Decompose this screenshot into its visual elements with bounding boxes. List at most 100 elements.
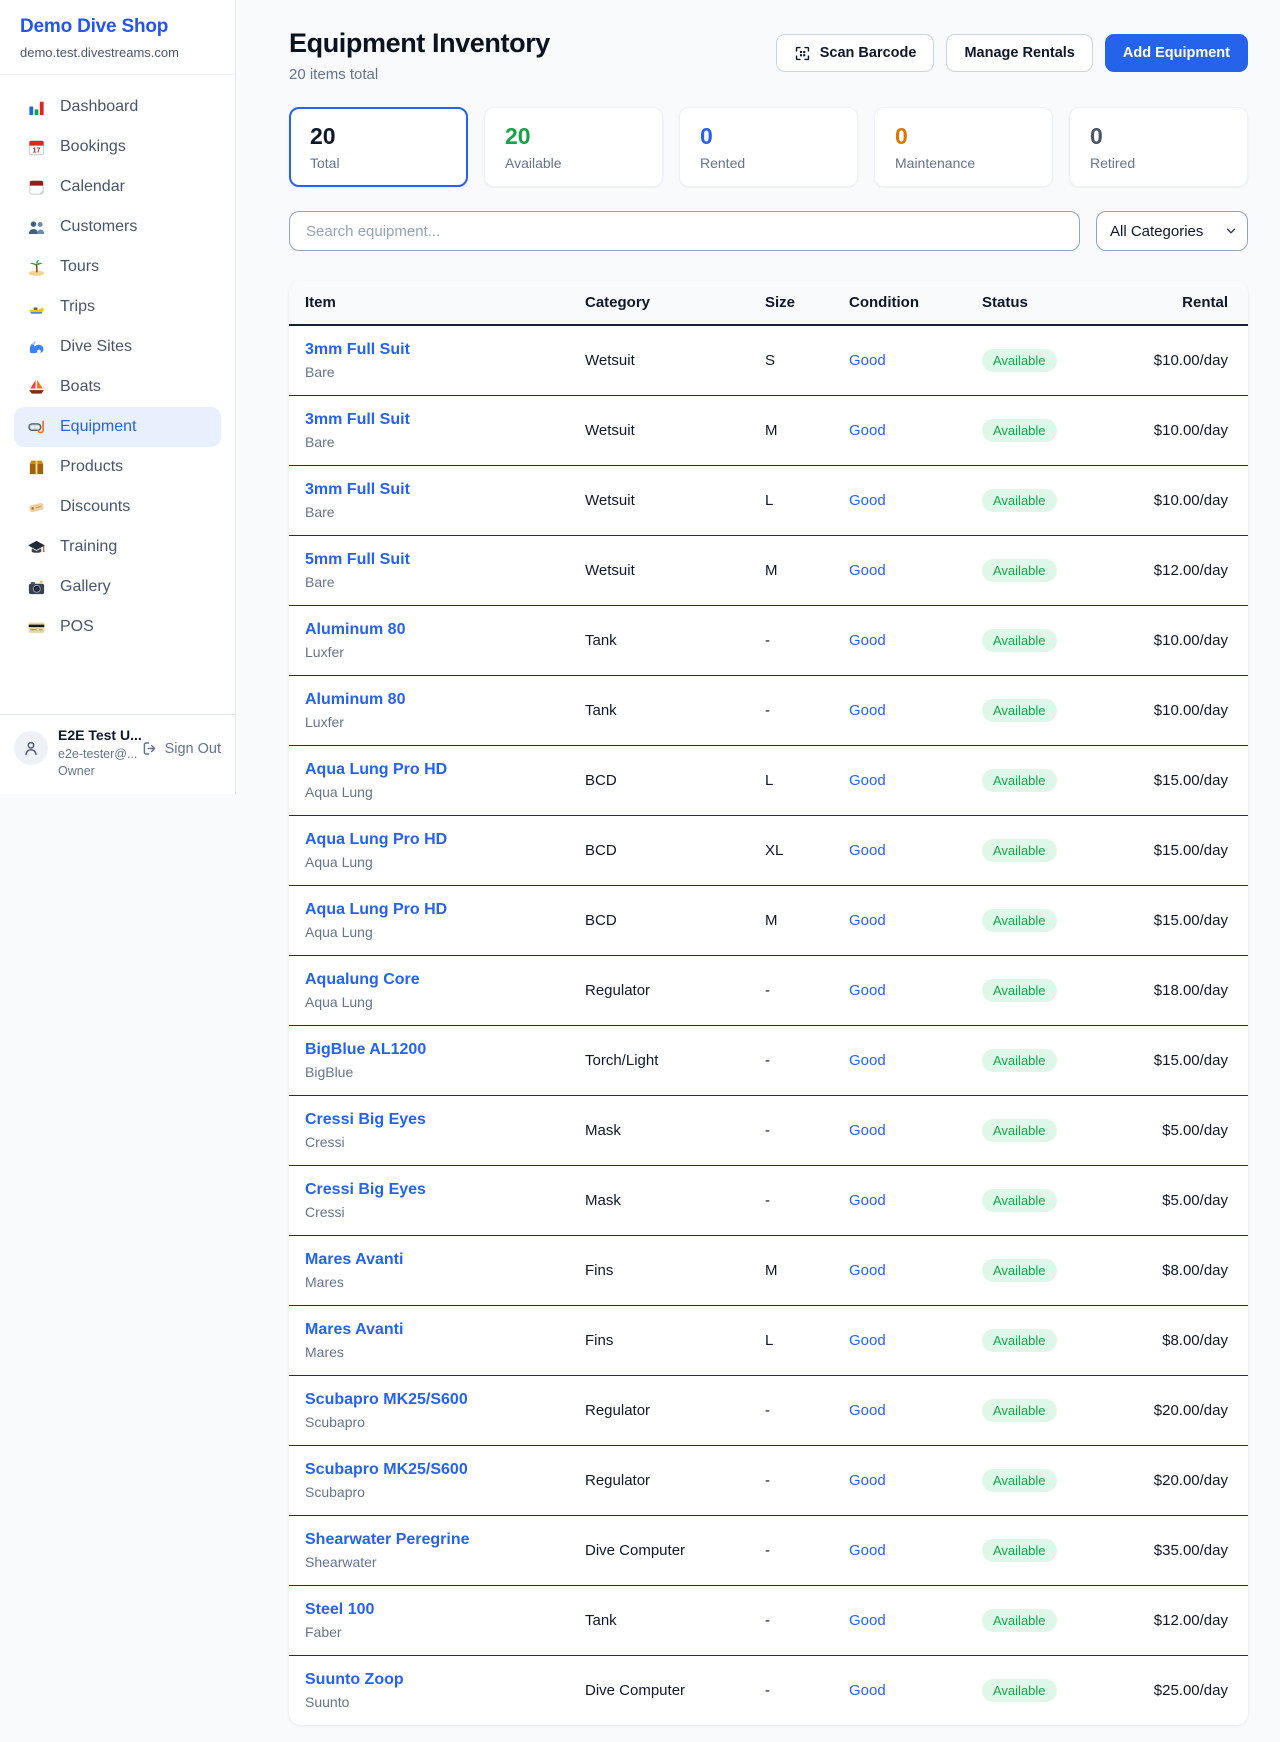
- manage-rentals-button[interactable]: Manage Rentals: [946, 34, 1093, 72]
- calendar-date-icon: 17: [26, 137, 46, 157]
- item-condition-link[interactable]: Good: [849, 1612, 886, 1629]
- item-brand: Bare: [305, 574, 335, 590]
- sidebar-item-calendar[interactable]: Calendar: [14, 167, 221, 207]
- item-condition-link[interactable]: Good: [849, 702, 886, 719]
- item-condition-link[interactable]: Good: [849, 912, 886, 929]
- shop-domain: demo.test.divestreams.com: [20, 45, 179, 60]
- item-condition-link[interactable]: Good: [849, 982, 886, 999]
- item-condition-link[interactable]: Good: [849, 1542, 886, 1559]
- item-brand: Aqua Lung: [305, 924, 373, 940]
- equipment-table: Item Category Size Condition Status Rent…: [289, 281, 1248, 1725]
- sidebar-item-equipment[interactable]: Equipment: [14, 407, 221, 447]
- sidebar-item-gallery[interactable]: Gallery: [14, 567, 221, 607]
- category-select[interactable]: All Categories: [1096, 211, 1248, 251]
- item-name-link[interactable]: Cressi Big Eyes: [305, 1111, 426, 1128]
- sidebar-item-trips[interactable]: Trips: [14, 287, 221, 327]
- item-name-link[interactable]: 5mm Full Suit: [305, 551, 410, 568]
- status-badge: Available: [982, 1679, 1057, 1702]
- sidebar-item-training[interactable]: Training: [14, 527, 221, 567]
- item-name-link[interactable]: Scubapro MK25/S600: [305, 1391, 468, 1408]
- item-condition-link[interactable]: Good: [849, 1332, 886, 1349]
- item-condition-link[interactable]: Good: [849, 422, 886, 439]
- item-name-link[interactable]: Aqua Lung Pro HD: [305, 761, 448, 778]
- sign-out-button[interactable]: Sign Out: [141, 740, 221, 757]
- item-condition-link[interactable]: Good: [849, 1682, 886, 1699]
- column-header-condition: Condition: [833, 281, 966, 326]
- item-name-link[interactable]: Aqua Lung Pro HD: [305, 831, 448, 848]
- wave-icon: [26, 337, 46, 357]
- item-condition-link[interactable]: Good: [849, 772, 886, 789]
- user-role: Owner: [58, 764, 95, 779]
- item-condition-link[interactable]: Good: [849, 1192, 886, 1209]
- dive-mask-icon: [26, 417, 46, 437]
- scan-barcode-button[interactable]: Scan Barcode: [775, 34, 935, 72]
- item-condition-link[interactable]: Good: [849, 632, 886, 649]
- item-name-link[interactable]: Aqua Lung Pro HD: [305, 901, 448, 918]
- table-row: Aluminum 80 Luxfer Tank - Good Available…: [289, 605, 1248, 676]
- sidebar-item-customers[interactable]: Customers: [14, 207, 221, 247]
- table-row: Aqualung Core Aqua Lung Regulator - Good…: [289, 955, 1248, 1026]
- stat-value: 20: [310, 123, 336, 149]
- item-condition-link[interactable]: Good: [849, 1472, 886, 1489]
- item-condition-link[interactable]: Good: [849, 842, 886, 859]
- item-name-link[interactable]: Aluminum 80: [305, 621, 406, 638]
- speedboat-icon: [26, 297, 46, 317]
- item-category: Tank: [585, 632, 617, 649]
- item-name-link[interactable]: 3mm Full Suit: [305, 481, 410, 498]
- sign-out-label: Sign Out: [164, 740, 221, 757]
- item-condition-link[interactable]: Good: [849, 562, 886, 579]
- status-badge: Available: [982, 839, 1057, 862]
- item-brand: Scubapro: [305, 1414, 365, 1430]
- item-brand: Suunto: [305, 1694, 350, 1710]
- item-condition-link[interactable]: Good: [849, 1052, 886, 1069]
- item-condition-link[interactable]: Good: [849, 352, 886, 369]
- item-condition-link[interactable]: Good: [849, 1262, 886, 1279]
- item-name-link[interactable]: Mares Avanti: [305, 1251, 404, 1268]
- item-name-link[interactable]: Steel 100: [305, 1601, 375, 1618]
- stats-row: 20 Total 20 Available 0 Rented 0 Mainten…: [289, 107, 1248, 187]
- item-name-link[interactable]: BigBlue AL1200: [305, 1041, 427, 1058]
- sidebar-item-dive-sites[interactable]: Dive Sites: [14, 327, 221, 367]
- stat-card-available[interactable]: 20 Available: [484, 107, 663, 187]
- item-name-link[interactable]: Mares Avanti: [305, 1321, 404, 1338]
- sidebar-item-tours[interactable]: Tours: [14, 247, 221, 287]
- add-equipment-button[interactable]: Add Equipment: [1104, 34, 1248, 72]
- stat-card-retired[interactable]: 0 Retired: [1069, 107, 1248, 187]
- item-name-link[interactable]: Cressi Big Eyes: [305, 1181, 426, 1198]
- item-category: Tank: [585, 1612, 617, 1629]
- stat-value: 20: [505, 123, 531, 149]
- stat-card-maintenance[interactable]: 0 Maintenance: [874, 107, 1053, 187]
- search-input[interactable]: [289, 211, 1080, 251]
- item-condition-link[interactable]: Good: [849, 1402, 886, 1419]
- stat-card-rented[interactable]: 0 Rented: [679, 107, 858, 187]
- sidebar-item-pos[interactable]: POS: [14, 607, 221, 647]
- item-name-link[interactable]: Scubapro MK25/S600: [305, 1461, 468, 1478]
- sidebar-item-boats[interactable]: Boats: [14, 367, 221, 407]
- status-badge: Available: [982, 1119, 1057, 1142]
- item-name-link[interactable]: Aluminum 80: [305, 691, 406, 708]
- sidebar-item-dashboard[interactable]: Dashboard: [14, 87, 221, 127]
- equipment-table-card: Item Category Size Condition Status Rent…: [289, 281, 1248, 1725]
- item-name-link[interactable]: Aqualung Core: [305, 971, 420, 988]
- item-name-link[interactable]: Suunto Zoop: [305, 1671, 404, 1688]
- table-row: 3mm Full Suit Bare Wetsuit M Good Availa…: [289, 395, 1248, 466]
- stat-card-total[interactable]: 20 Total: [289, 107, 468, 187]
- item-condition-link[interactable]: Good: [849, 492, 886, 509]
- shop-name: Demo Dive Shop: [20, 16, 169, 37]
- items-total-count: 20 items total: [289, 66, 379, 83]
- item-name-link[interactable]: 3mm Full Suit: [305, 411, 410, 428]
- sidebar-item-label: Equipment: [60, 418, 137, 435]
- sidebar-item-bookings[interactable]: 17 Bookings: [14, 127, 221, 167]
- stat-value: 0: [700, 123, 713, 149]
- item-name-link[interactable]: 3mm Full Suit: [305, 341, 410, 358]
- sidebar-item-products[interactable]: Products: [14, 447, 221, 487]
- sidebar-item-label: Bookings: [60, 138, 126, 155]
- table-row: Suunto Zoop Suunto Dive Computer - Good …: [289, 1656, 1248, 1726]
- sidebar-item-discounts[interactable]: Discounts: [14, 487, 221, 527]
- status-badge: Available: [982, 489, 1057, 512]
- item-condition-link[interactable]: Good: [849, 1122, 886, 1139]
- item-rental-price: $15.00/day: [1153, 1052, 1228, 1069]
- page-title: Equipment Inventory: [289, 28, 550, 58]
- item-name-link[interactable]: Shearwater Peregrine: [305, 1531, 470, 1548]
